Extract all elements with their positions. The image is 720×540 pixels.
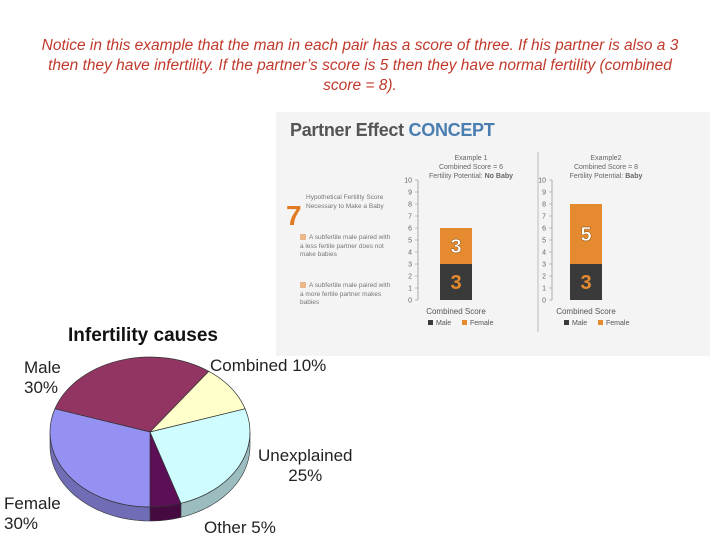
legend-label: Male — [572, 320, 587, 327]
pie-label-unexplained: Unexplained 25% — [258, 446, 353, 486]
pie-title: Infertility causes — [68, 325, 218, 346]
y-tick-label: 8 — [542, 202, 546, 209]
bar-female — [570, 204, 602, 264]
legend-swatch-male — [428, 320, 433, 325]
pie-label-other: Other 5% — [204, 518, 276, 538]
bullet-item: A subfertile male paired with a more fer… — [300, 282, 392, 308]
slide-title-part1: Partner Effect — [290, 120, 409, 140]
legend-label: Female — [470, 320, 493, 327]
bar-value-label: 3 — [450, 272, 461, 294]
y-tick-label: 4 — [542, 250, 546, 257]
pie-label-male-name: Male — [24, 358, 61, 377]
y-tick-label: 1 — [542, 286, 546, 293]
bar-female — [440, 228, 472, 264]
y-tick-label: 0 — [542, 298, 546, 305]
partner-effect-slide: Partner Effect CONCEPT 7 Hypothetical Fe… — [276, 112, 710, 356]
y-tick-label: 5 — [408, 238, 412, 245]
x-axis-label: Combined Score — [426, 307, 486, 316]
slide-title-part2: CONCEPT — [408, 120, 495, 140]
pie-label-female-pct: 30% — [4, 514, 39, 533]
pie-label-combined: Combined 10% — [210, 356, 326, 376]
example-subtitle: Combined Score = 6 — [439, 164, 503, 171]
pie-label-female: Female 30% — [4, 494, 61, 534]
example-title: Example2 — [590, 155, 621, 162]
pie-label-combined-pct: 10% — [292, 356, 327, 375]
bullet-text: A subfertile male paired with a more fer… — [300, 282, 391, 306]
y-tick-label: 6 — [542, 226, 546, 233]
y-tick-label: 6 — [408, 226, 412, 233]
bullet-square-icon — [300, 234, 306, 241]
hypothetical-score-number: 7 — [286, 200, 302, 231]
pie-label-male-pct: 30% — [24, 378, 59, 397]
example-potential: Fertility Potential: No Baby — [429, 173, 513, 180]
hyp-score-sub: Necessary to Make a Baby — [306, 202, 384, 210]
hypothetical-score-label: Hypothetical Fertility Score Necessary t… — [306, 194, 392, 211]
y-tick-label: 10 — [538, 178, 546, 185]
slide-title: Partner Effect CONCEPT — [290, 120, 495, 141]
pie-slice-male — [54, 356, 210, 433]
y-tick-label: 4 — [408, 250, 412, 257]
caption-text: Notice in this example that the man in e… — [41, 37, 679, 94]
pie-label-unexplained-pct: 25% — [288, 466, 323, 485]
bullet-item: A subfertile male paired with a less fer… — [300, 234, 392, 260]
y-tick-label: 7 — [542, 214, 546, 221]
bar-value-label: 3 — [450, 236, 461, 258]
legend-label: Female — [606, 320, 629, 327]
pie-label-other-pct: 5% — [251, 518, 276, 537]
bar-value-label: 5 — [580, 224, 591, 246]
legend-swatch-female — [462, 320, 467, 325]
legend-swatch-female — [598, 320, 603, 325]
y-tick-label: 3 — [542, 262, 546, 269]
y-tick-label: 0 — [408, 298, 412, 305]
y-tick-label: 2 — [408, 274, 412, 281]
y-tick-label: 9 — [542, 190, 546, 197]
bar-male — [440, 264, 472, 300]
x-axis-label: Combined Score — [556, 307, 616, 316]
y-tick-label: 9 — [408, 190, 412, 197]
y-tick-label: 1 — [408, 286, 412, 293]
pie-label-female-name: Female — [4, 494, 61, 513]
example-subtitle: Combined Score = 8 — [574, 164, 638, 171]
bar-charts: Example 1 Combined Score = 6 Fertility Pot… — [404, 152, 643, 332]
legend-swatch-male — [564, 320, 569, 325]
example-potential: Fertility Potential: Baby — [570, 173, 643, 180]
example-title: Example 1 — [454, 155, 487, 162]
y-tick-label: 7 — [408, 214, 412, 221]
hyp-score-title: Hypothetical Fertility Score — [306, 194, 384, 201]
y-tick-label: 2 — [542, 274, 546, 281]
bullet-square-icon — [300, 282, 306, 289]
y-tick-label: 10 — [404, 178, 412, 185]
y-tick-label: 5 — [542, 238, 546, 245]
y-tick-label: 3 — [408, 262, 412, 269]
bar-male — [570, 264, 602, 300]
y-tick-label: 8 — [408, 202, 412, 209]
pie-label-unexplained-name: Unexplained — [258, 446, 353, 465]
bullet-text: A subfertile male paired with a less fer… — [300, 234, 391, 258]
bar-value-label: 3 — [580, 272, 591, 294]
legend-label: Male — [436, 320, 451, 327]
pie-slice-unexplained — [149, 408, 251, 504]
pie-label-male: Male 30% — [24, 358, 61, 398]
pie-slice-female — [49, 408, 151, 508]
pie-label-combined-name: Combined — [210, 356, 288, 375]
pie-label-other-name: Other — [204, 518, 247, 537]
